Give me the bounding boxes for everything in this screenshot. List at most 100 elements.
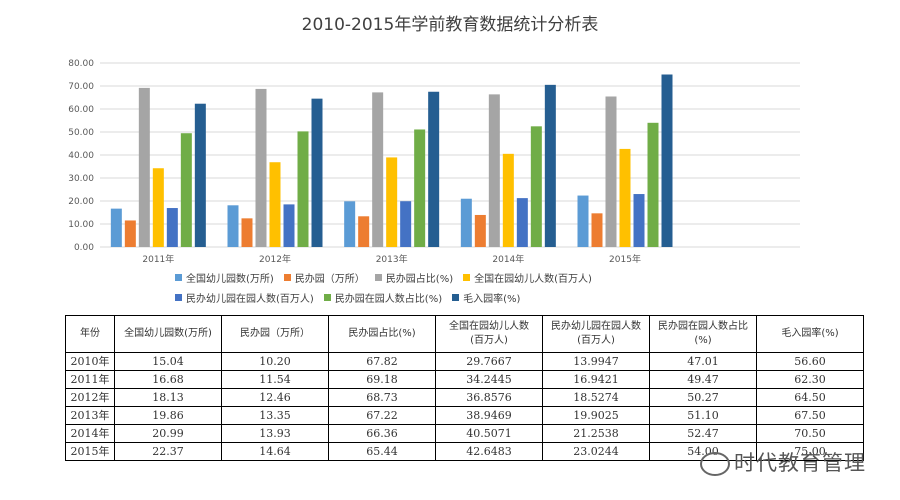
table-cell: 2013年 xyxy=(65,406,115,425)
bar xyxy=(152,168,164,247)
bar xyxy=(633,194,645,247)
bar xyxy=(661,74,673,247)
legend-swatch xyxy=(175,274,182,281)
bar xyxy=(124,220,136,247)
y-tick-label: 30.00 xyxy=(68,174,94,184)
table-cell: 20.99 xyxy=(114,424,222,443)
legend-label: 民办园在园人数占比(%) xyxy=(334,294,443,305)
legend-swatch xyxy=(452,294,460,301)
legend-label: 民办幼儿园在园人数(百万人) xyxy=(186,294,314,305)
legend-label: 毛入园率(%) xyxy=(463,294,521,305)
table-cell: 70.50 xyxy=(756,424,864,443)
y-tick-label: 40.00 xyxy=(68,151,94,161)
table-cell: 16.68 xyxy=(114,370,222,389)
table-cell: 52.47 xyxy=(649,424,757,443)
table-cell: 38.9469 xyxy=(435,406,543,425)
table-header-cell: 全国幼儿园数(万所) xyxy=(114,315,222,353)
legend-item: 毛入园率(%) xyxy=(452,290,520,305)
bar xyxy=(358,216,370,247)
bar xyxy=(530,126,542,247)
table-cell: 40.5071 xyxy=(435,424,543,443)
table-cell: 75.00 xyxy=(756,442,864,461)
table-cell: 67.82 xyxy=(328,352,436,371)
table-header-cell: 年份 xyxy=(65,315,115,353)
table-row: 2011年 16.68 11.54 69.18 34.2445 16.9421 49.47 6… xyxy=(65,370,864,389)
bar xyxy=(241,218,253,247)
table-row: 2013年 19.86 13.35 67.22 38.9469 19.9025 51.10 6… xyxy=(65,406,864,425)
bar xyxy=(516,198,528,247)
bar xyxy=(400,201,412,247)
table-cell: 21.2538 xyxy=(542,424,650,443)
table-cell: 15.04 xyxy=(114,352,222,371)
table-cell: 23.0244 xyxy=(542,442,650,461)
bar xyxy=(166,208,178,247)
wechat-icon xyxy=(700,452,730,476)
table-cell: 2012年 xyxy=(65,388,115,407)
table-cell: 18.5274 xyxy=(542,388,650,407)
chart-legend: 全国幼儿园数(万所) 民办园（万所） 民办园占比(%) 全国在园幼儿人数(百万人) 民办… xyxy=(175,270,695,310)
bar xyxy=(488,94,500,247)
legend-item: 民办园占比(%) xyxy=(374,270,454,285)
bar xyxy=(647,122,659,247)
bar xyxy=(311,98,323,248)
bar xyxy=(544,84,556,247)
table-cell: 69.18 xyxy=(328,370,436,389)
bar xyxy=(460,198,472,247)
y-tick-label: 60.00 xyxy=(68,105,94,115)
table-cell: 67.22 xyxy=(328,406,436,425)
legend-item: 民办幼儿园在园人数(百万人) xyxy=(175,290,314,305)
table-header-cell: 全国在园幼儿人数 (百万人) xyxy=(435,315,543,353)
table-cell: 13.9947 xyxy=(542,352,650,371)
table-cell: 13.93 xyxy=(221,424,329,443)
bar xyxy=(344,201,356,247)
bar xyxy=(428,91,440,247)
table-cell: 36.8576 xyxy=(435,388,543,407)
table-header-cell: 民办幼儿园在园人数 (百万人) xyxy=(542,315,650,353)
legend-item: 民办园在园人数占比(%) xyxy=(323,290,443,305)
table-cell: 16.9421 xyxy=(542,370,650,389)
table-cell: 68.73 xyxy=(328,388,436,407)
table-cell: 51.10 xyxy=(649,406,757,425)
x-tick-label: 2015年 xyxy=(609,253,641,265)
table-body: 2010年 15.04 10.20 67.82 29.7667 13.9947 47.01 5… xyxy=(65,352,864,461)
bar xyxy=(605,96,617,247)
x-tick-label: 2014年 xyxy=(492,253,524,265)
legend-label: 民办园（万所） xyxy=(294,274,365,285)
bar xyxy=(110,208,122,247)
legend-item: 全国幼儿园数(万所) xyxy=(175,270,274,285)
table-row: 2015年 22.37 14.64 65.44 42.6483 23.0244 54.00 7… xyxy=(65,442,864,461)
table-row: 2010年 15.04 10.20 67.82 29.7667 13.9947 47.01 5… xyxy=(65,352,864,371)
legend-swatch xyxy=(374,274,382,281)
legend-swatch xyxy=(175,294,182,301)
y-tick-label: 70.00 xyxy=(68,82,94,92)
data-table: 年份 全国幼儿园数(万所) 民办园（万所） 民办园占比(%) 全国在园幼儿人数 (百万人)… xyxy=(65,315,864,461)
y-tick-label: 80.00 xyxy=(68,59,94,69)
bar xyxy=(138,87,150,247)
legend-swatch xyxy=(283,274,291,281)
table-cell: 67.50 xyxy=(756,406,864,425)
table-row: 2014年 20.99 13.93 66.36 40.5071 21.2538 52.47 7… xyxy=(65,424,864,443)
legend-swatch xyxy=(463,274,471,281)
legend-item: 全国在园幼儿人数(百万人) xyxy=(463,270,592,285)
y-tick-label: 20.00 xyxy=(68,197,94,207)
legend-item: 民办园（万所） xyxy=(283,270,365,285)
bar xyxy=(502,153,514,247)
legend-label: 民办园占比(%) xyxy=(385,274,454,285)
bar xyxy=(227,205,239,247)
watermark: 时代教育管理 xyxy=(700,447,866,477)
x-tick-label: 2013年 xyxy=(376,253,408,265)
table-cell: 62.30 xyxy=(756,370,864,389)
table-cell: 22.37 xyxy=(114,442,222,461)
y-tick-label: 0.00 xyxy=(74,243,94,253)
bar xyxy=(269,162,281,247)
table-cell: 14.64 xyxy=(221,442,329,461)
table-cell: 11.54 xyxy=(221,370,329,389)
table-cell: 19.9025 xyxy=(542,406,650,425)
table-header-cell: 民办园（万所） xyxy=(221,315,329,353)
legend-label: 全国在园幼儿人数(百万人) xyxy=(474,274,592,285)
table-cell: 49.47 xyxy=(649,370,757,389)
table-cell: 2011年 xyxy=(65,370,115,389)
bar xyxy=(283,204,295,247)
table-row: 2012年 18.13 12.46 68.73 36.8576 18.5274 50.27 6… xyxy=(65,388,864,407)
table-cell: 47.01 xyxy=(649,352,757,371)
